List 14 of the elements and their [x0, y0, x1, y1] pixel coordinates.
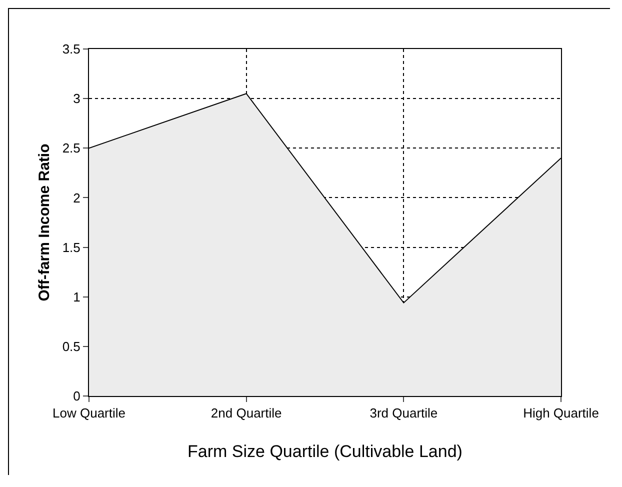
- y-tick-label: 3: [73, 91, 80, 106]
- y-tick-label: 1.5: [62, 240, 80, 255]
- x-axis-title: Farm Size Quartile (Cultivable Land): [188, 442, 462, 461]
- y-tick-label: 1: [73, 289, 80, 304]
- x-tick-label: 3rd Quartile: [370, 406, 438, 421]
- x-tick-label: 2nd Quartile: [210, 406, 282, 421]
- y-tick-label: 3.5: [62, 42, 80, 57]
- y-tick-label: 0.5: [62, 338, 80, 354]
- x-tick-label: High Quartile: [523, 406, 599, 421]
- y-tick-label: 2.5: [62, 140, 80, 156]
- x-tick-label: Low Quartile: [52, 406, 126, 421]
- y-tick-label: 0: [73, 388, 80, 404]
- y-tick-label: 2: [73, 190, 80, 206]
- y-axis-title: Off-farm Income Ratio: [36, 144, 53, 302]
